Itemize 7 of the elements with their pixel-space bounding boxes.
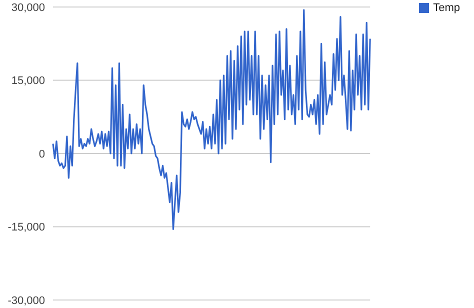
y-tick-label: -30,000: [8, 294, 45, 307]
y-tick-label: 30,000: [11, 2, 45, 14]
legend-label: Temp: [433, 2, 460, 14]
y-tick-label: 15,000: [11, 75, 45, 88]
y-tick-label: -15,000: [8, 222, 45, 234]
y-tick-label: 0: [38, 148, 45, 160]
line-series: [52, 9, 371, 230]
